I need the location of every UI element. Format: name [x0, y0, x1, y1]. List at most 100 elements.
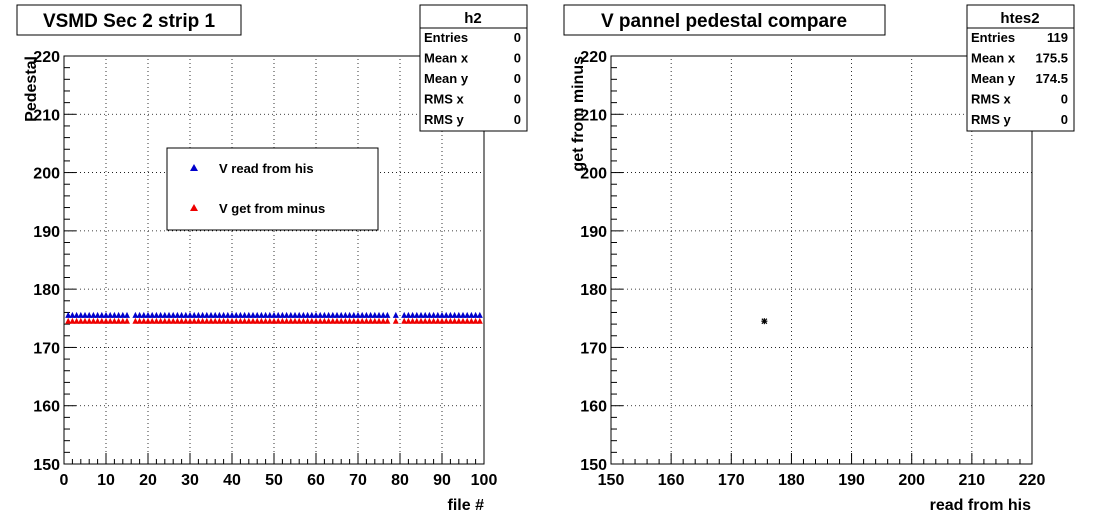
series-0-point — [69, 311, 76, 318]
right-axis-ticks — [610, 55, 1033, 465]
left-title-box — [16, 4, 242, 36]
series-0-point — [460, 311, 466, 318]
series-1-point — [132, 317, 139, 324]
series-0-point — [119, 311, 126, 318]
series-1-point — [363, 317, 370, 324]
series-0-point — [86, 311, 93, 318]
series-1-point — [187, 317, 193, 324]
series-0-point — [111, 311, 118, 318]
series-0-point — [308, 311, 315, 318]
stats-row-value: 0 — [514, 51, 521, 66]
series-1-point — [283, 317, 290, 324]
series-0-point — [426, 311, 433, 318]
stats-row-value: 0 — [514, 92, 521, 107]
right-x-axis-title: read from his — [930, 497, 1031, 514]
series-1-point — [145, 317, 151, 324]
series-1-point — [262, 317, 269, 324]
series-1-point — [464, 317, 471, 324]
y-tick-label: 150 — [33, 457, 60, 474]
series-0-point — [182, 311, 189, 318]
right-stats-box: htes2 Entries 119 Mean x 175.5 Mean y 174.5 RM… — [966, 4, 1075, 132]
stats-row-value: 0 — [514, 112, 521, 127]
stats-row-label: Entries — [424, 30, 468, 45]
series-1-point — [103, 317, 109, 324]
series-1-point — [346, 317, 353, 324]
right-stats-name: htes2 — [1000, 10, 1039, 27]
x-tick-label: 200 — [898, 472, 925, 489]
series-1-point — [325, 317, 332, 324]
x-tick-label: 80 — [391, 472, 409, 489]
series-1-point — [237, 317, 244, 324]
right-stats-frame — [966, 4, 1075, 132]
x-tick-label: 220 — [1019, 472, 1046, 489]
y-tick-label: 180 — [33, 282, 60, 299]
x-tick-label: 160 — [658, 472, 685, 489]
series-0-point — [195, 311, 202, 318]
series-0-point — [161, 311, 168, 318]
series-1-point — [401, 317, 408, 324]
series-1-point — [338, 317, 345, 324]
y-tick-label: 160 — [580, 399, 607, 416]
x-tick-label: 30 — [181, 472, 199, 489]
series-1-point — [380, 317, 387, 324]
legend-marker-read-from-his — [190, 164, 198, 171]
series-1-point — [250, 317, 256, 324]
right-data-marks — [761, 318, 768, 325]
left-x-tick-labels: 0 10 20 30 40 50 60 70 80 90 100 — [60, 472, 498, 489]
stats-row-value: 0 — [1061, 112, 1068, 127]
series-0-point — [216, 311, 223, 318]
series-1-point — [367, 317, 374, 324]
stats-row-label: Mean x — [424, 51, 469, 66]
series-1-point — [115, 317, 122, 324]
legend-marker-get-from-minus — [190, 204, 198, 211]
series-1-point — [472, 317, 479, 324]
left-chart-title: VSMD Sec 2 strip 1 — [43, 11, 216, 32]
series-1-point — [94, 317, 101, 324]
series-0-point — [405, 311, 412, 318]
series-0-point — [300, 311, 307, 318]
series-1-point — [439, 317, 445, 324]
series-1-point — [107, 317, 114, 324]
series-0-point — [447, 311, 454, 318]
series-0-point — [363, 311, 370, 318]
series-0-point — [237, 311, 244, 318]
series-0-point — [275, 311, 282, 318]
series-0-point — [418, 311, 424, 318]
series-0-point — [157, 311, 164, 318]
series-0-point — [292, 311, 298, 318]
series-1-point — [430, 317, 437, 324]
stats-row-label: Mean y — [424, 71, 469, 86]
series-1-point — [233, 317, 240, 324]
series-0-point — [82, 311, 88, 318]
left-axis-ticks — [63, 55, 485, 465]
left-y-axis-title: Pedestal — [23, 56, 40, 122]
series-0-point — [153, 311, 160, 318]
series-1-point — [65, 317, 72, 324]
y-tick-label: 220 — [580, 49, 607, 66]
y-tick-label: 200 — [580, 166, 607, 183]
y-tick-label: 220 — [33, 49, 60, 66]
left-y-tick-labels: 150 160 170 180 190 200 210 220 — [33, 49, 60, 474]
left-x-axis-title: file # — [448, 497, 485, 514]
series-1-point — [166, 317, 172, 324]
series-0-point — [325, 311, 332, 318]
series-1-point — [359, 317, 366, 324]
series-1-point — [241, 317, 248, 324]
x-tick-label: 100 — [471, 472, 498, 489]
series-1-point — [342, 317, 349, 324]
series-1-point — [376, 317, 382, 324]
series-1-point — [409, 317, 416, 324]
series-1-point — [304, 317, 311, 324]
x-tick-label: 210 — [959, 472, 986, 489]
series-1-point — [224, 317, 231, 324]
series-1-point — [371, 317, 378, 324]
series-0-point — [136, 311, 143, 318]
series-0-point — [342, 311, 349, 318]
series-0-point — [233, 311, 240, 318]
series-1-point — [170, 317, 177, 324]
series-1-point — [182, 317, 189, 324]
x-tick-label: 50 — [265, 472, 283, 489]
series-0-point — [266, 311, 273, 318]
series-1-point — [455, 317, 462, 324]
